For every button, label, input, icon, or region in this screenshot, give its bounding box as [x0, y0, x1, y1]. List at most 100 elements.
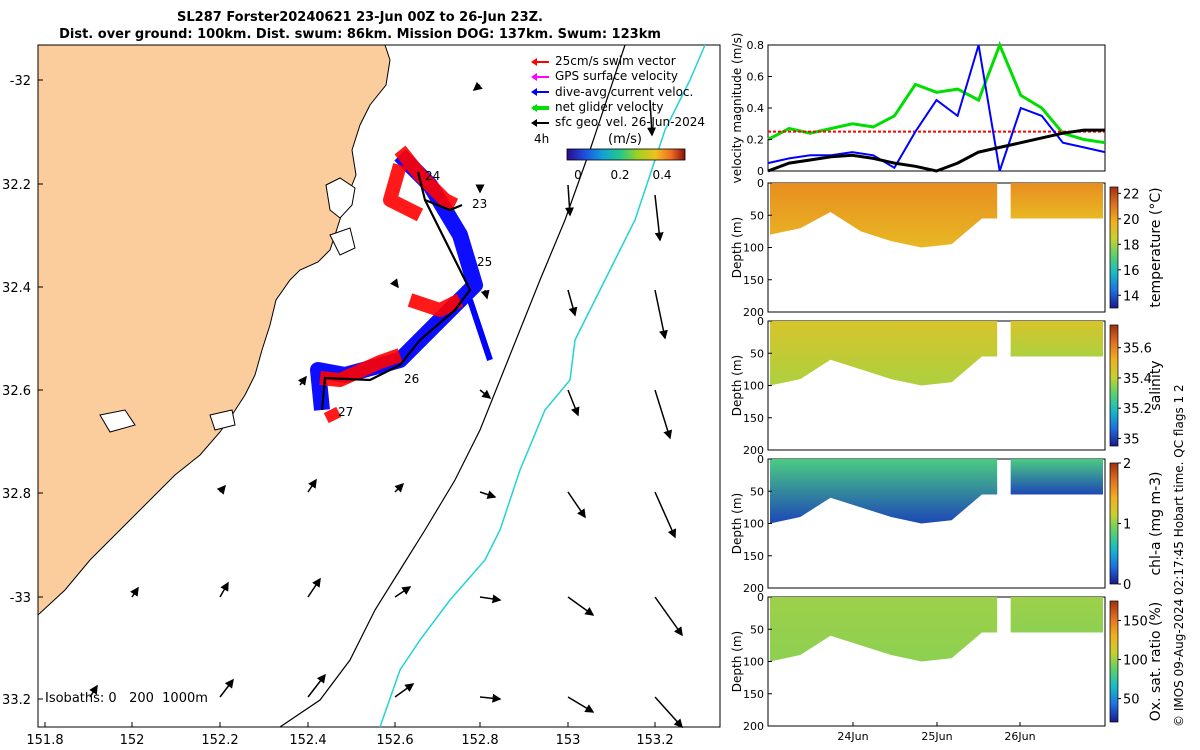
lon-tick-labels: 151.8 152 152.2 152.4 152.6 152.8 153 15… [26, 733, 673, 748]
arrow-icon [531, 57, 553, 67]
depth-tick-label: 0 [757, 315, 764, 328]
colorbar-tick-label: 14 [1123, 289, 1140, 304]
y-tick-label: 0.8 [747, 39, 765, 52]
colorbar-tick-label: 35.4 [1123, 372, 1152, 387]
depth-axis-label: Depth (m) [730, 493, 744, 554]
y-tick-label: 0 [757, 165, 764, 178]
isobaths-label: Isobaths: 0 200 1000m [45, 691, 208, 706]
depth-tick-label: 0 [757, 591, 764, 604]
lat-tick-labels: -32 32.2 32.4 32.6 32.8 -33 33.2 [2, 74, 31, 708]
speed-colorbar-label: (m/s) [608, 132, 642, 147]
legend: 25cm/s swim vector GPS surface velocity … [531, 54, 716, 130]
depth-tick-label: 100 [743, 380, 764, 393]
depth-tick-label: 50 [750, 623, 764, 636]
lat-tick: 32.2 [2, 178, 31, 193]
velocity-panel-frame [767, 44, 1106, 172]
glider-track [310, 145, 493, 424]
speed-tick: 0 [574, 168, 582, 182]
lon-tick: 152.2 [201, 733, 238, 748]
lon-tick: 152.6 [376, 733, 413, 748]
heatmap-section [1010, 597, 1103, 633]
track-label: 25 [477, 255, 492, 269]
estuary [209, 409, 236, 431]
colorbar-tick-label: 50 [1123, 693, 1140, 708]
depth-axis-label: Depth (m) [730, 217, 744, 278]
depth-tick-label: 150 [743, 688, 764, 701]
colorbar-label: temperature (°C) [1148, 187, 1164, 307]
depth-tick-label: 200 [743, 720, 764, 733]
colorbar-tick-label: 22 [1123, 187, 1140, 202]
heatmap-section [1010, 183, 1103, 219]
date-tick-label: 26Jun [1004, 730, 1035, 743]
colorbar-tick-label: 35 [1123, 432, 1140, 447]
legend-label: sfc geo. vel. 26-Jun-2024 [555, 115, 705, 130]
colorbar [1109, 462, 1119, 585]
map-frame [37, 44, 721, 728]
y-tick-label: 0.2 [747, 134, 765, 147]
date-tick-label: 25Jun [921, 730, 952, 743]
depth-axis-label: Depth (m) [730, 631, 744, 692]
colorbar-tick-label: 0 [1123, 578, 1131, 593]
colorbar-tick-label: 20 [1123, 213, 1140, 228]
heatmap-section [770, 597, 998, 662]
arrow-icon [531, 118, 553, 128]
depth-tick-label: 100 [743, 242, 764, 255]
y-axis-label: velocity magnitude (m/s) [730, 33, 744, 184]
lon-tick: 151.8 [26, 733, 63, 748]
heatmap-section [1010, 459, 1103, 495]
depth-tick-label: 200 [743, 306, 764, 319]
colorbar-tick-label: 18 [1123, 238, 1140, 253]
legend-label: GPS surface velocity [555, 69, 679, 84]
colorbar [1109, 600, 1119, 723]
track-label: 23 [472, 197, 487, 211]
colorbar-tick-label: 100 [1123, 654, 1148, 669]
colorbar-tick-label: 35.6 [1123, 342, 1152, 357]
legend-label: 25cm/s swim vector [555, 54, 676, 68]
depth-tick-label: 0 [757, 177, 764, 190]
legend-interval: 4h [534, 132, 549, 146]
lon-tick: 152.8 [461, 733, 498, 748]
speed-tick: 0.2 [610, 168, 629, 182]
lat-tick: 33.2 [2, 693, 31, 708]
series-line [767, 128, 1105, 173]
arrow-icon [531, 72, 553, 82]
depth-tick-label: 0 [757, 453, 764, 466]
track-labels: 24 23 25 26 27 [338, 169, 492, 419]
track-label: 27 [338, 405, 353, 419]
heatmap-section [1010, 321, 1103, 357]
depth-tick-label: 100 [743, 518, 764, 531]
depth-tick-label: 200 [743, 444, 764, 457]
isobath-200 [279, 44, 626, 728]
colorbar-label: salinity [1148, 360, 1164, 410]
date-tick-label: 24Jun [837, 730, 868, 743]
isobath-1000 [379, 44, 706, 728]
lon-tick: 152 [120, 733, 145, 748]
lon-tick: 153 [556, 733, 581, 748]
heatmap-section [770, 321, 998, 386]
colorbar [1109, 324, 1119, 447]
estuary [99, 409, 136, 433]
legend-item-gps: GPS surface velocity [531, 69, 716, 84]
depth-tick-label: 50 [750, 347, 764, 360]
heatmap-section [770, 183, 998, 248]
arrow-icon [531, 103, 553, 113]
colorbar-tick-label: 2 [1123, 457, 1131, 472]
colorbar-tick-label: 16 [1123, 264, 1140, 279]
speed-colorbar [566, 148, 686, 161]
legend-item-swim: 25cm/s swim vector [531, 54, 716, 69]
legend-label: dive-avg current veloc. [555, 84, 694, 99]
legend-label: net glider velocity [555, 99, 664, 114]
land-mass [37, 44, 391, 617]
colorbar-tick-label: 150 [1123, 615, 1148, 630]
colorbar [1109, 186, 1119, 309]
chart-title-line1: SL287 Forster20240621 23-Jun 00Z to 26-J… [177, 10, 543, 25]
depth-tick-label: 50 [750, 485, 764, 498]
speed-tick: 0.4 [652, 168, 671, 182]
depth-tick-label: 100 [743, 656, 764, 669]
depth-axis-label: Depth (m) [730, 355, 744, 416]
series-line [767, 44, 1106, 172]
depth-tick-label: 50 [750, 209, 764, 222]
arrow-icon [531, 87, 553, 97]
estuary [329, 227, 356, 256]
